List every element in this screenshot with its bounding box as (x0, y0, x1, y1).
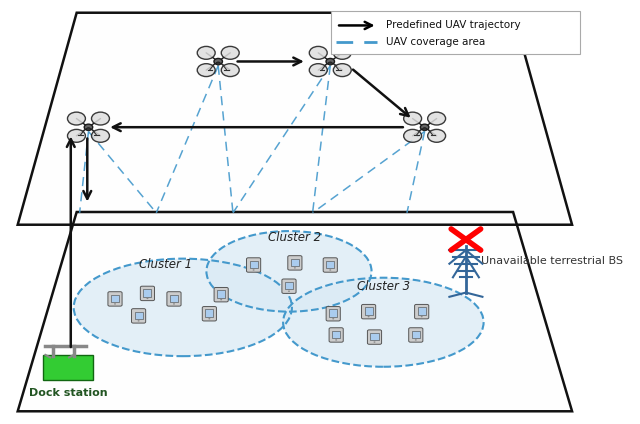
FancyBboxPatch shape (217, 290, 225, 298)
FancyBboxPatch shape (291, 259, 299, 266)
FancyBboxPatch shape (285, 282, 293, 289)
FancyBboxPatch shape (108, 292, 122, 306)
Circle shape (374, 341, 376, 343)
FancyBboxPatch shape (111, 295, 119, 302)
Circle shape (415, 339, 417, 340)
Circle shape (173, 303, 175, 304)
Circle shape (197, 64, 215, 77)
FancyBboxPatch shape (365, 307, 372, 315)
Polygon shape (18, 13, 572, 225)
Text: Predefined UAV trajectory: Predefined UAV trajectory (387, 20, 521, 31)
FancyBboxPatch shape (170, 295, 178, 302)
Circle shape (138, 320, 140, 321)
Circle shape (209, 318, 211, 319)
FancyBboxPatch shape (409, 328, 423, 342)
FancyBboxPatch shape (371, 333, 378, 340)
Circle shape (428, 112, 445, 125)
Text: Dock station: Dock station (29, 388, 107, 398)
Circle shape (67, 129, 85, 142)
Circle shape (294, 267, 296, 268)
Circle shape (332, 318, 334, 319)
Text: Cluster 1: Cluster 1 (139, 258, 192, 271)
Text: Cluster 2: Cluster 2 (268, 231, 321, 244)
Circle shape (221, 64, 239, 77)
Text: Cluster 3: Cluster 3 (356, 279, 410, 293)
FancyBboxPatch shape (329, 328, 343, 342)
FancyBboxPatch shape (131, 309, 146, 323)
Circle shape (147, 298, 148, 299)
FancyBboxPatch shape (412, 331, 420, 338)
FancyBboxPatch shape (250, 261, 258, 268)
Circle shape (428, 129, 445, 142)
FancyBboxPatch shape (329, 310, 337, 317)
FancyBboxPatch shape (362, 304, 376, 319)
FancyBboxPatch shape (214, 287, 228, 302)
Circle shape (328, 62, 332, 65)
Polygon shape (18, 212, 572, 411)
FancyBboxPatch shape (282, 279, 296, 293)
FancyBboxPatch shape (134, 312, 143, 319)
Circle shape (214, 59, 223, 64)
FancyBboxPatch shape (202, 307, 216, 321)
Circle shape (114, 303, 116, 304)
Circle shape (420, 124, 429, 130)
Circle shape (86, 128, 91, 131)
FancyBboxPatch shape (288, 256, 302, 270)
Circle shape (92, 129, 109, 142)
FancyBboxPatch shape (332, 331, 340, 338)
FancyBboxPatch shape (43, 355, 93, 380)
Circle shape (253, 269, 255, 271)
Circle shape (335, 339, 337, 340)
FancyBboxPatch shape (326, 307, 340, 321)
FancyBboxPatch shape (205, 310, 213, 317)
FancyBboxPatch shape (140, 286, 154, 301)
Circle shape (92, 112, 109, 125)
Circle shape (333, 64, 351, 77)
Text: Unavailable terrestrial BS: Unavailable terrestrial BS (481, 256, 623, 266)
Circle shape (221, 46, 239, 59)
FancyBboxPatch shape (415, 304, 429, 319)
FancyBboxPatch shape (326, 261, 334, 268)
Circle shape (220, 299, 222, 300)
Circle shape (326, 59, 335, 64)
Circle shape (422, 128, 427, 131)
Ellipse shape (207, 231, 372, 312)
Circle shape (404, 112, 422, 125)
Circle shape (197, 46, 215, 59)
Ellipse shape (74, 259, 292, 356)
Circle shape (216, 62, 220, 65)
Circle shape (309, 64, 327, 77)
FancyBboxPatch shape (418, 307, 426, 315)
FancyBboxPatch shape (323, 258, 337, 272)
FancyBboxPatch shape (246, 258, 260, 272)
Circle shape (288, 290, 290, 292)
Circle shape (329, 269, 332, 271)
Circle shape (420, 316, 422, 317)
Circle shape (84, 124, 93, 130)
Circle shape (309, 46, 327, 59)
FancyBboxPatch shape (143, 289, 152, 296)
FancyBboxPatch shape (332, 11, 580, 54)
Text: UAV coverage area: UAV coverage area (387, 37, 486, 47)
Circle shape (404, 129, 422, 142)
FancyBboxPatch shape (167, 292, 181, 306)
Ellipse shape (283, 278, 484, 367)
Circle shape (333, 46, 351, 59)
Circle shape (67, 112, 85, 125)
FancyBboxPatch shape (367, 330, 381, 344)
Circle shape (367, 316, 369, 317)
